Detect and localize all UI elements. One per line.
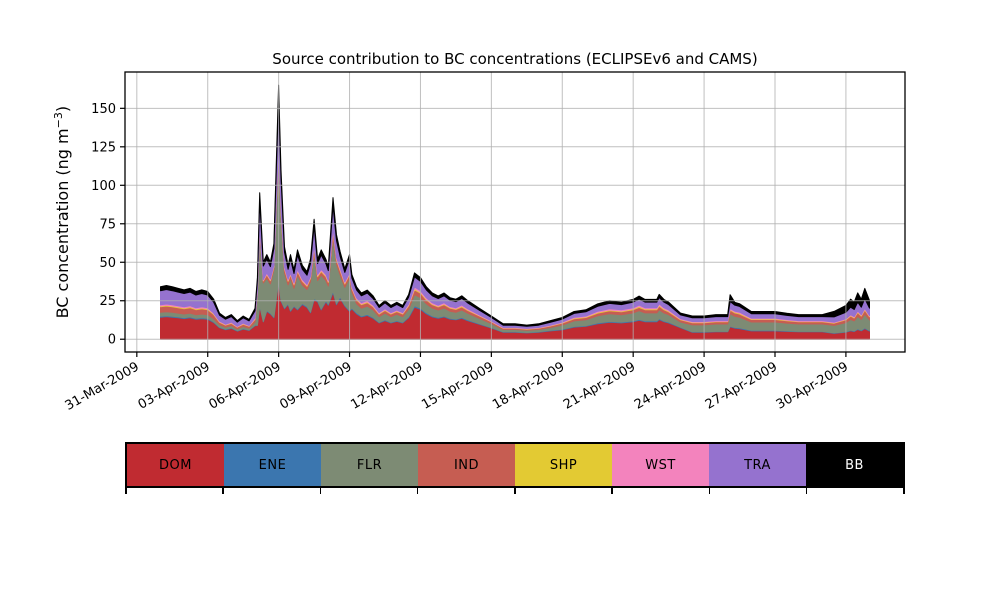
x-tick-label: 27-Apr-2009 [703,359,780,412]
y-tick-label: 25 [99,294,116,309]
x-tick-label: 24-Apr-2009 [632,359,709,412]
legend-item-label: SHP [549,457,578,473]
legend-boundary-tick [708,488,710,494]
legend-item-label: FLR [356,457,383,473]
x-tick-label: 03-Apr-2009 [136,359,213,412]
legend-item-FLR: FLR [321,444,418,486]
legend-ticks [125,488,905,496]
x-tick-label: 15-Apr-2009 [419,359,496,412]
legend-item-label: WST [645,457,676,473]
y-tick-label: 0 [108,333,116,348]
legend-boundary-tick [125,488,127,494]
stack-area-BB [160,84,870,327]
stack-area-FLR [160,153,870,334]
x-tick-label: 21-Apr-2009 [561,359,638,412]
legend-item-label: ENE [258,457,287,473]
x-tick-label: 30-Apr-2009 [774,359,851,412]
x-tick-label: 12-Apr-2009 [348,359,425,412]
legend-item-label: BB [845,457,864,473]
legend-item-TRA: TRA [709,444,806,486]
legend-boundary-tick [805,488,808,494]
y-tick-label: 100 [91,179,116,194]
x-tick-label: 18-Apr-2009 [490,359,567,412]
legend-item-SHP: SHP [515,444,612,486]
y-tick-label: 150 [91,102,116,117]
legend-item-ENE: ENE [224,444,321,486]
legend-boundary-tick [416,488,419,494]
legend-item-WST: WST [612,444,709,486]
legend-boundary-tick [514,488,516,494]
legend-boundary-tick [903,488,905,494]
x-tick-label: 06-Apr-2009 [207,359,284,412]
legend-strip: DOM ENE FLR IND SHP WST TRA BB [125,442,905,488]
legend-item-label: IND [453,457,480,473]
legend-item-IND: IND [418,444,515,486]
legend-boundary-tick [319,488,321,494]
y-tick-label: 50 [99,256,116,271]
legend-item-label: TRA [744,457,771,473]
x-tick-label: 31-Mar-2009 [63,359,142,413]
chart-title: Source contribution to BC concentrations… [272,50,758,68]
legend-item-BB: BB [806,444,903,486]
legend-item-DOM: DOM [127,444,224,486]
x-tick-label: 09-Apr-2009 [277,359,354,412]
legend-boundary-tick [611,488,613,494]
plot-frame [124,71,906,353]
y-tick-label: 125 [91,140,116,155]
legend-boundary-tick [222,488,224,494]
y-tick-label: 75 [99,217,116,232]
legend-item-label: DOM [159,457,192,473]
